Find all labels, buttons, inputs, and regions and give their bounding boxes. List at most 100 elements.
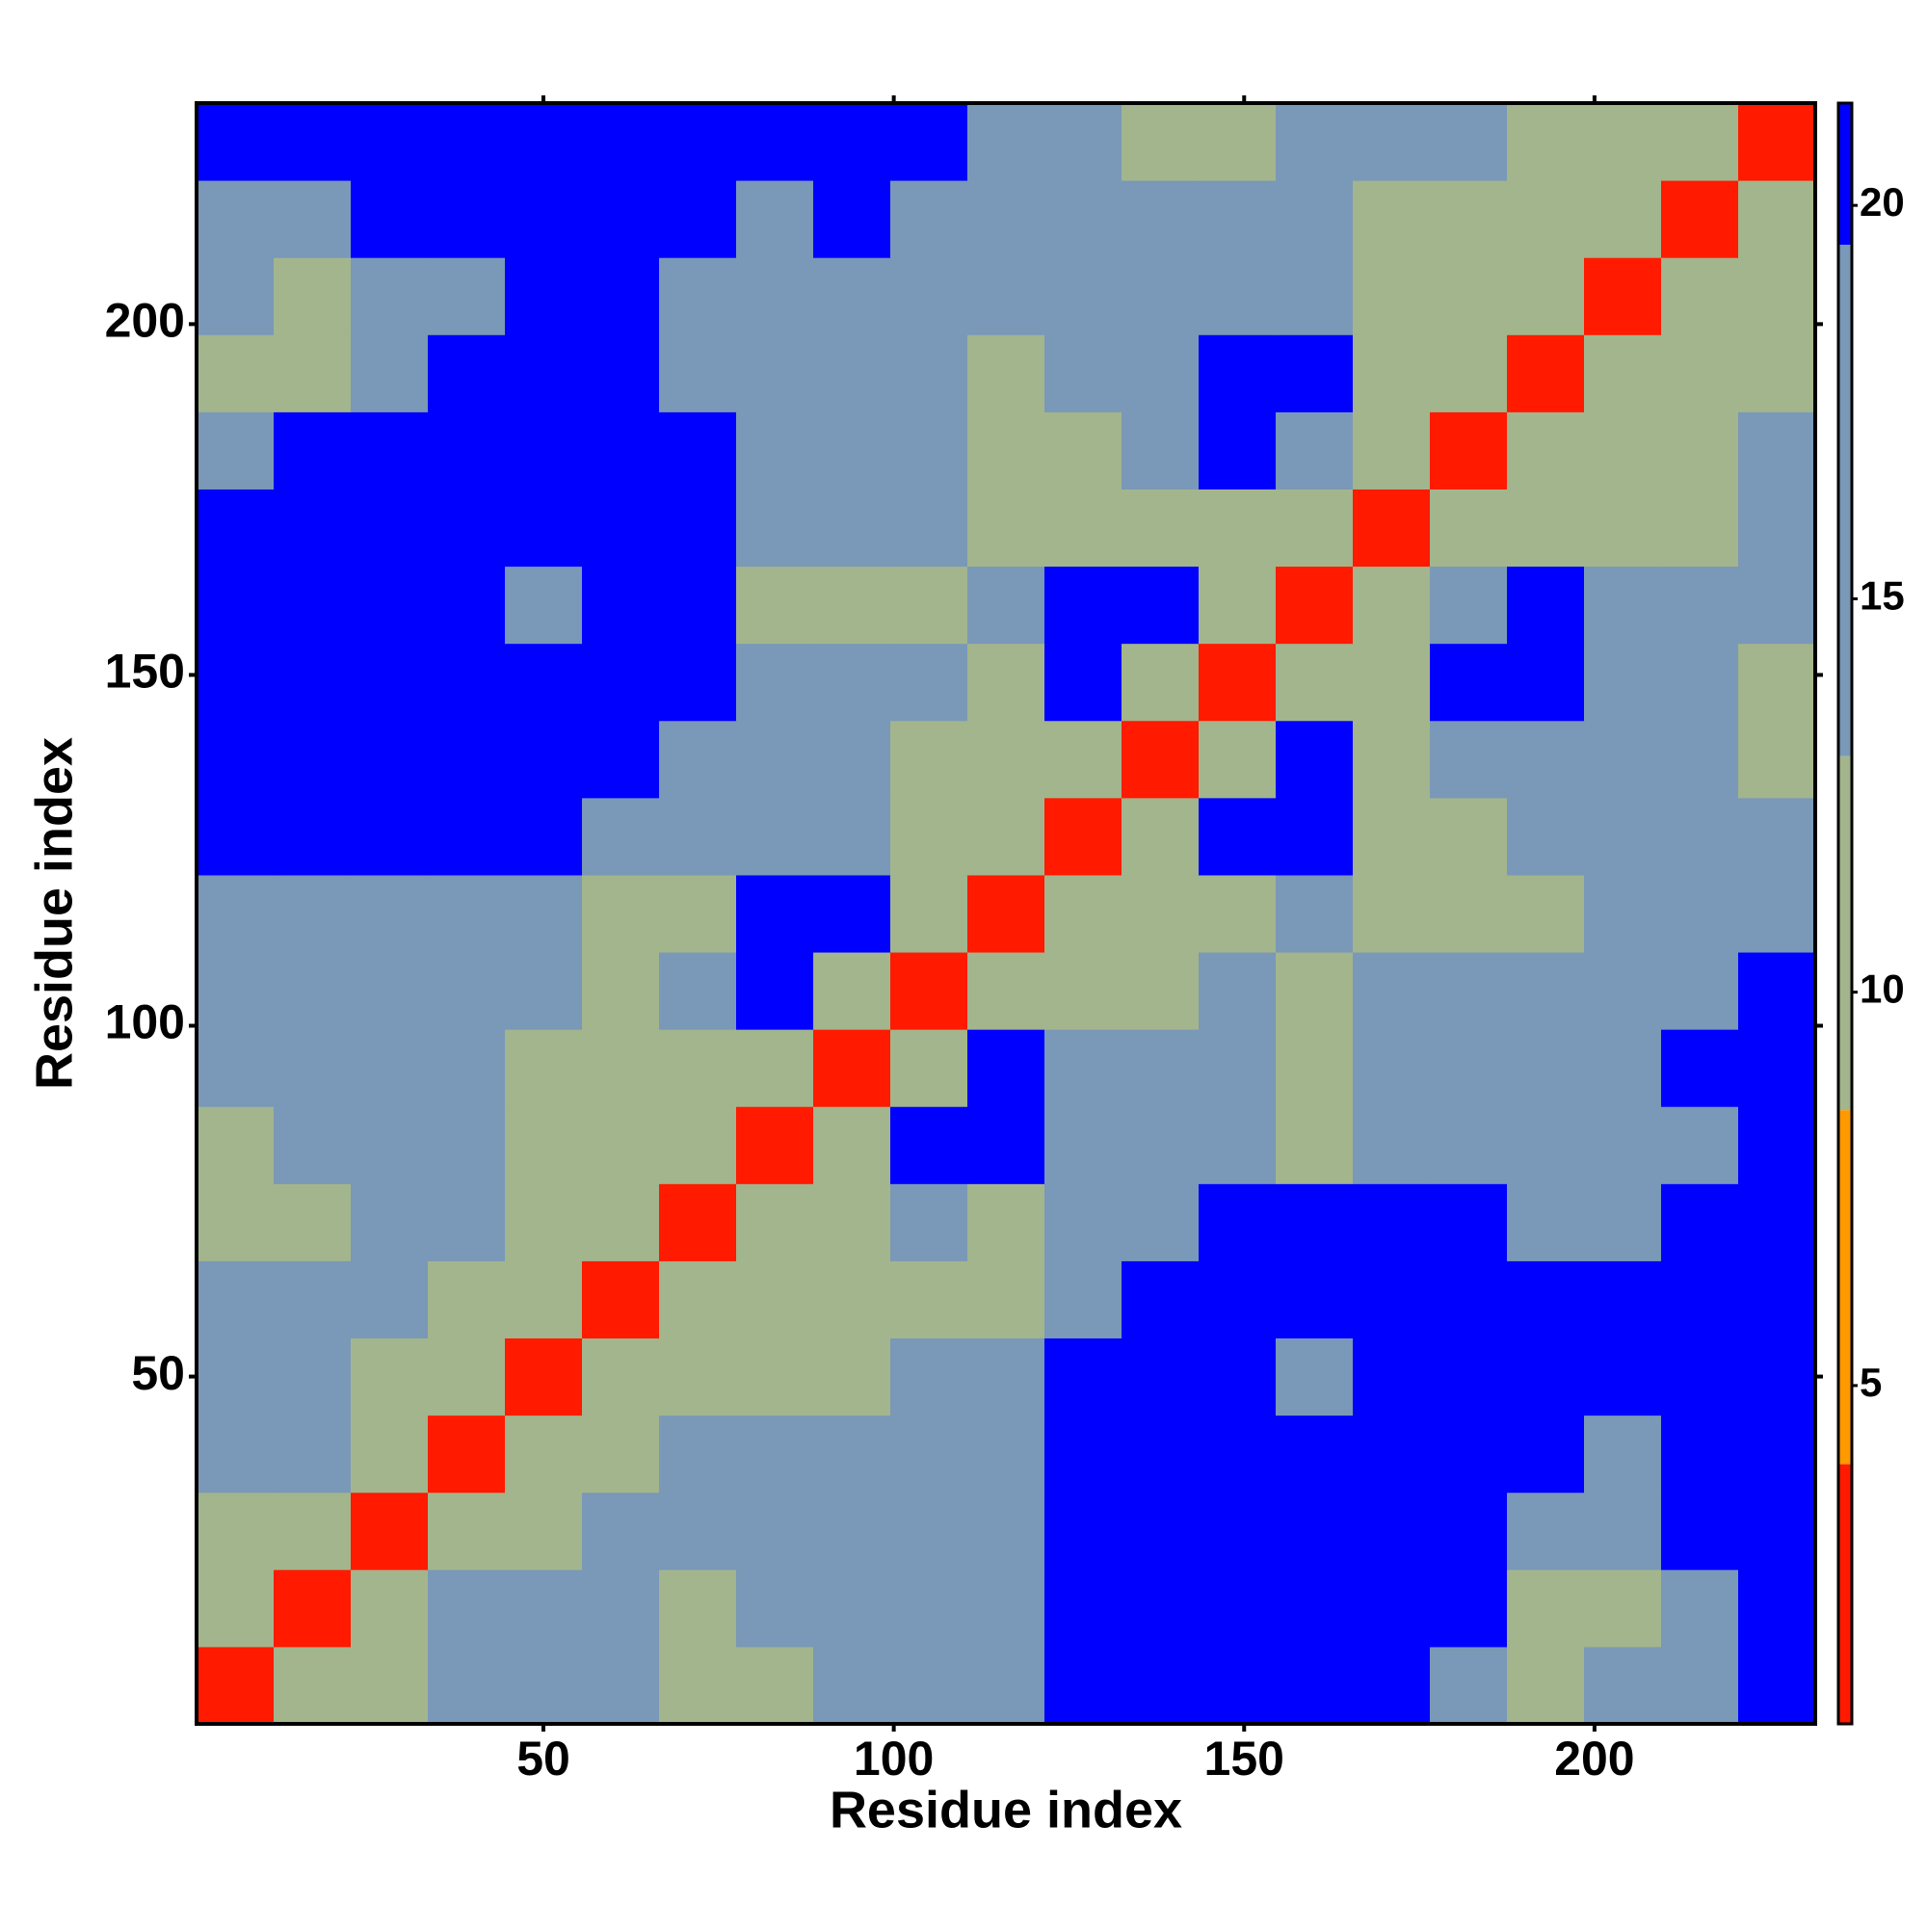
heatmap-cell — [197, 257, 275, 335]
heatmap-cell — [967, 489, 1045, 568]
heatmap-cell — [967, 1106, 1045, 1184]
heatmap-cell — [1044, 720, 1122, 799]
heatmap-cell — [1738, 1260, 1816, 1339]
heatmap-cell — [890, 103, 968, 181]
heatmap-cell — [1430, 103, 1508, 181]
heatmap-cell — [1276, 1337, 1354, 1416]
heatmap-cell — [351, 489, 429, 568]
heatmap-cell — [813, 180, 891, 258]
heatmap-cell — [1661, 952, 1739, 1030]
heatmap-cell — [582, 566, 660, 645]
heatmap-cell — [890, 1569, 968, 1648]
heatmap-cell — [505, 874, 583, 953]
heatmap-cell — [1661, 1029, 1739, 1107]
heatmap-cell — [582, 411, 660, 490]
heatmap-cell — [1738, 1183, 1816, 1261]
heatmap-cell — [1507, 1415, 1585, 1494]
heatmap-cell — [967, 1337, 1045, 1416]
heatmap-cell — [1276, 1106, 1354, 1184]
heatmap-cell — [197, 1415, 275, 1494]
heatmap-cell — [1738, 1415, 1816, 1494]
heatmap-cell — [1661, 334, 1739, 412]
heatmap-cell — [1276, 411, 1354, 490]
heatmap-cell — [659, 1260, 737, 1339]
heatmap-cell — [1738, 1492, 1816, 1571]
heatmap-cell — [505, 1029, 583, 1107]
heatmap-cell — [1353, 334, 1431, 412]
heatmap-cell — [659, 566, 737, 645]
heatmap-cell — [197, 643, 275, 722]
heatmap-cell — [1738, 566, 1816, 645]
heatmap-cell — [582, 643, 660, 722]
heatmap-cell — [890, 1646, 968, 1725]
heatmap-cell — [505, 334, 583, 412]
heatmap-cell — [1507, 797, 1585, 876]
heatmap-cell — [1044, 1569, 1122, 1648]
heatmap-cell — [1430, 1183, 1508, 1261]
heatmap-cell — [1044, 1492, 1122, 1571]
heatmap-cell — [1661, 103, 1739, 181]
heatmap-cell — [1584, 643, 1662, 722]
heatmap-cell — [505, 1260, 583, 1339]
heatmap-cell — [813, 1337, 891, 1416]
heatmap-cell — [197, 1106, 275, 1184]
heatmap-cell — [736, 1106, 814, 1184]
heatmap-cell — [1738, 1029, 1816, 1107]
heatmap-cell — [736, 1492, 814, 1571]
heatmap-cell — [736, 1646, 814, 1725]
heatmap-cell — [1122, 1183, 1200, 1261]
heatmap-cell — [1199, 103, 1277, 181]
heatmap-cell — [505, 411, 583, 490]
colorbar-frame — [1836, 101, 1854, 1726]
heatmap-cell — [1584, 874, 1662, 953]
heatmap-cell — [1122, 1492, 1200, 1571]
heatmap-cell — [274, 411, 352, 490]
heatmap-cell — [1507, 1492, 1585, 1571]
heatmap-cell — [1430, 1415, 1508, 1494]
heatmap-cell — [659, 874, 737, 953]
heatmap-cell — [428, 720, 506, 799]
heatmap-cell — [736, 334, 814, 412]
heatmap-cell — [1430, 334, 1508, 412]
heatmap-cell — [890, 952, 968, 1030]
heatmap-cell — [659, 1569, 737, 1648]
heatmap-cell — [890, 1260, 968, 1339]
heatmap-cell — [582, 874, 660, 953]
heatmap-cell — [1122, 643, 1200, 722]
heatmap-cell — [1661, 489, 1739, 568]
heatmap-cell — [1276, 1260, 1354, 1339]
colorbar-tick-label: 10 — [1860, 966, 1905, 1012]
heatmap-cell — [813, 1646, 891, 1725]
heatmap-cell — [890, 1183, 968, 1261]
heatmap-cell — [197, 411, 275, 490]
heatmap-cell — [736, 643, 814, 722]
heatmap-cell — [659, 1106, 737, 1184]
heatmap-cell — [197, 1492, 275, 1571]
heatmap-cell — [1122, 1646, 1200, 1725]
heatmap-cell — [1276, 1415, 1354, 1494]
heatmap-cell — [1276, 952, 1354, 1030]
heatmap-cell — [813, 489, 891, 568]
heatmap-cell — [813, 874, 891, 953]
colorbar-band — [1838, 244, 1852, 756]
heatmap-cell — [582, 1569, 660, 1648]
heatmap-cell — [1584, 1569, 1662, 1648]
heatmap-cell — [1199, 1029, 1277, 1107]
heatmap-cell — [967, 1569, 1045, 1648]
heatmap-cell — [1507, 103, 1585, 181]
heatmap-cell — [505, 489, 583, 568]
heatmap-cell — [813, 1260, 891, 1339]
heatmap-cell — [1353, 1492, 1431, 1571]
heatmap-cell — [659, 1029, 737, 1107]
heatmap-cell — [428, 874, 506, 953]
heatmap-cell — [1044, 797, 1122, 876]
heatmap-cell — [736, 1183, 814, 1261]
heatmap-cell — [1738, 1569, 1816, 1648]
heatmap-cell — [1199, 257, 1277, 335]
heatmap-cell — [505, 103, 583, 181]
heatmap-cell — [1738, 874, 1816, 953]
heatmap-cell — [1738, 334, 1816, 412]
colorbar-tick-label: 15 — [1860, 572, 1905, 618]
heatmap-cell — [890, 1492, 968, 1571]
heatmap-cell — [1122, 797, 1200, 876]
